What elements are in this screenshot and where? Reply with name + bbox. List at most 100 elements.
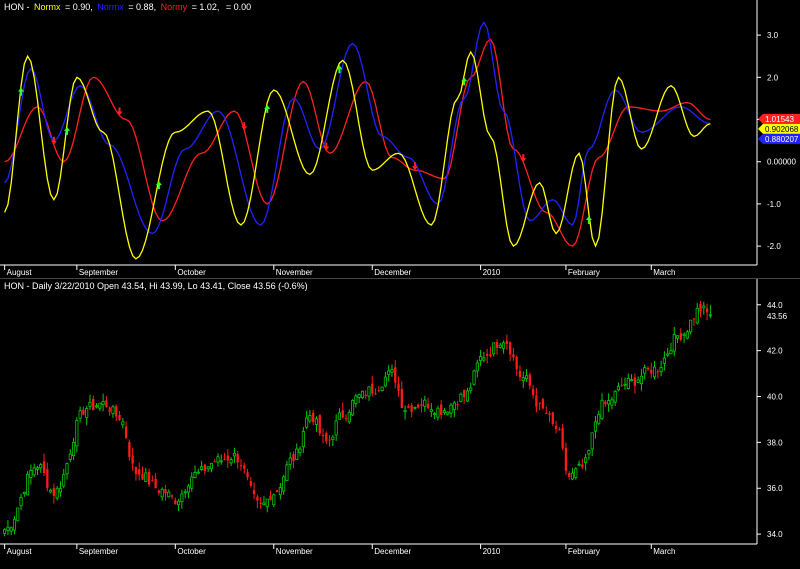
last-price-label: 43.56 [767,312,788,321]
badge-normy-red-shape [758,113,800,124]
y-tick-label: 0.00000 [767,158,796,167]
candle-body-down [252,490,256,495]
candle-body-down [92,398,95,410]
candle-body-up [35,467,40,470]
candle-body-down [374,393,377,395]
candle-body-down [486,353,489,356]
candle-body-down [52,488,56,496]
candle-body-up [347,412,351,423]
candle-body-up [3,529,7,534]
candle-body-down [118,414,121,421]
normx-yellow-line [4,50,711,260]
candle-body-down [318,414,321,434]
normx-blue-line [4,21,711,235]
y-tick-label: 42.0 [767,347,783,356]
candle-body-up [32,467,36,476]
candle-body-down [249,481,252,486]
price-panel: 44.0 42.0 40.0 38.0 36.0 34.0 August September O… [0,279,800,564]
candle-body-down [489,354,492,357]
candle-body-down [426,403,430,409]
candle-body-down [554,425,558,430]
up-arrow-marker [64,126,71,135]
candle-body-up [351,400,355,416]
legend-normx-blue-value: = 0.88, [125,2,157,12]
x-tick-label: 2010 [483,268,501,277]
candle-body-down [505,340,508,345]
candle-body-up [659,366,663,373]
x-tick-label: March [653,547,675,556]
candle-body-up [19,496,23,507]
price-chart: 44.0 42.0 40.0 38.0 36.0 34.0 August September O… [0,279,788,556]
candle-body-down [538,402,541,404]
candle-body-down [213,461,216,463]
candle-body-up [29,470,33,479]
x-tick-label: December [374,268,411,277]
candle-body-up [639,375,643,385]
candle-body-up [669,350,673,355]
candle-body-up [570,472,575,480]
x-tick-label: August [7,268,33,277]
candle-body-up [452,402,456,411]
x-tick-label: February [568,268,600,277]
candle-body-down [545,412,548,414]
candle-body-up [94,405,99,408]
candle-body-up [498,344,502,348]
candle-body-up [502,342,506,349]
candle-body-up [367,386,371,397]
candle-body-up [390,369,394,373]
candle-body-up [331,436,335,440]
price-header: HON - Daily 3/22/2010 Open 43.54, Hi 43.… [4,281,308,291]
candle-body-up [357,394,361,398]
candle-body-up [305,417,309,428]
candle-body-up [623,383,627,386]
candle-body-up [607,400,611,405]
candle-body-up [216,456,220,463]
candle-body-up [111,406,115,415]
y-tick-label: 34.0 [767,530,783,539]
candle-body-down [692,318,696,320]
candle-body-up [689,319,693,333]
candle-body-up [144,472,148,482]
candle-body-up [702,305,706,309]
candle-body-down [407,406,410,408]
candle-body-up [449,404,453,414]
candle-body-down [581,464,584,468]
candle-body-down [508,342,512,355]
candle-body-up [98,402,102,409]
legend-normx-yellow: Normx [34,2,61,12]
legend-normx-yellow-value: = 0.90, [62,2,93,12]
candle-body-up [219,460,223,463]
y-tick-label: -1.0 [767,200,781,209]
oscillator-symbol: HON - [4,2,32,12]
candle-body-up [695,307,699,324]
badge-normx-blue: 0.880207 [765,135,799,144]
candle-body-down [164,489,167,494]
candle-body-up [39,464,43,469]
badge-normx-yellow-shape [758,123,800,134]
candle-body-down [147,471,151,485]
candle-body-down [705,308,709,313]
candle-body-down [410,405,413,412]
up-arrow-marker [461,77,468,86]
candle-body-down [394,367,397,383]
candle-body-up [387,370,391,375]
candle-body-down [328,439,331,441]
candle-body-down [535,395,538,407]
down-arrow-marker [116,107,123,116]
candle-body-down [371,383,374,394]
x-tick-label: September [79,268,118,277]
candle-body-down [558,429,561,431]
candle-body-down [46,468,49,489]
oscillator-header: HON - Normx = 0.90, Normx = 0.88, Normy … [4,2,253,12]
up-arrow-marker [18,87,25,96]
x-tick-label: November [276,547,313,556]
candle-body-down [400,388,403,409]
y-tick-label: 44.0 [767,301,783,310]
candle-body-down [620,385,623,387]
down-arrow-marker [50,136,57,145]
oscillator-panel: 3.02.01.00.00000-1.0-2.0AugustSeptemberO… [0,0,800,279]
candle-body-up [183,491,187,494]
candle-body-up [593,421,598,432]
up-arrow-marker [585,216,592,225]
candle-body-down [236,454,239,463]
